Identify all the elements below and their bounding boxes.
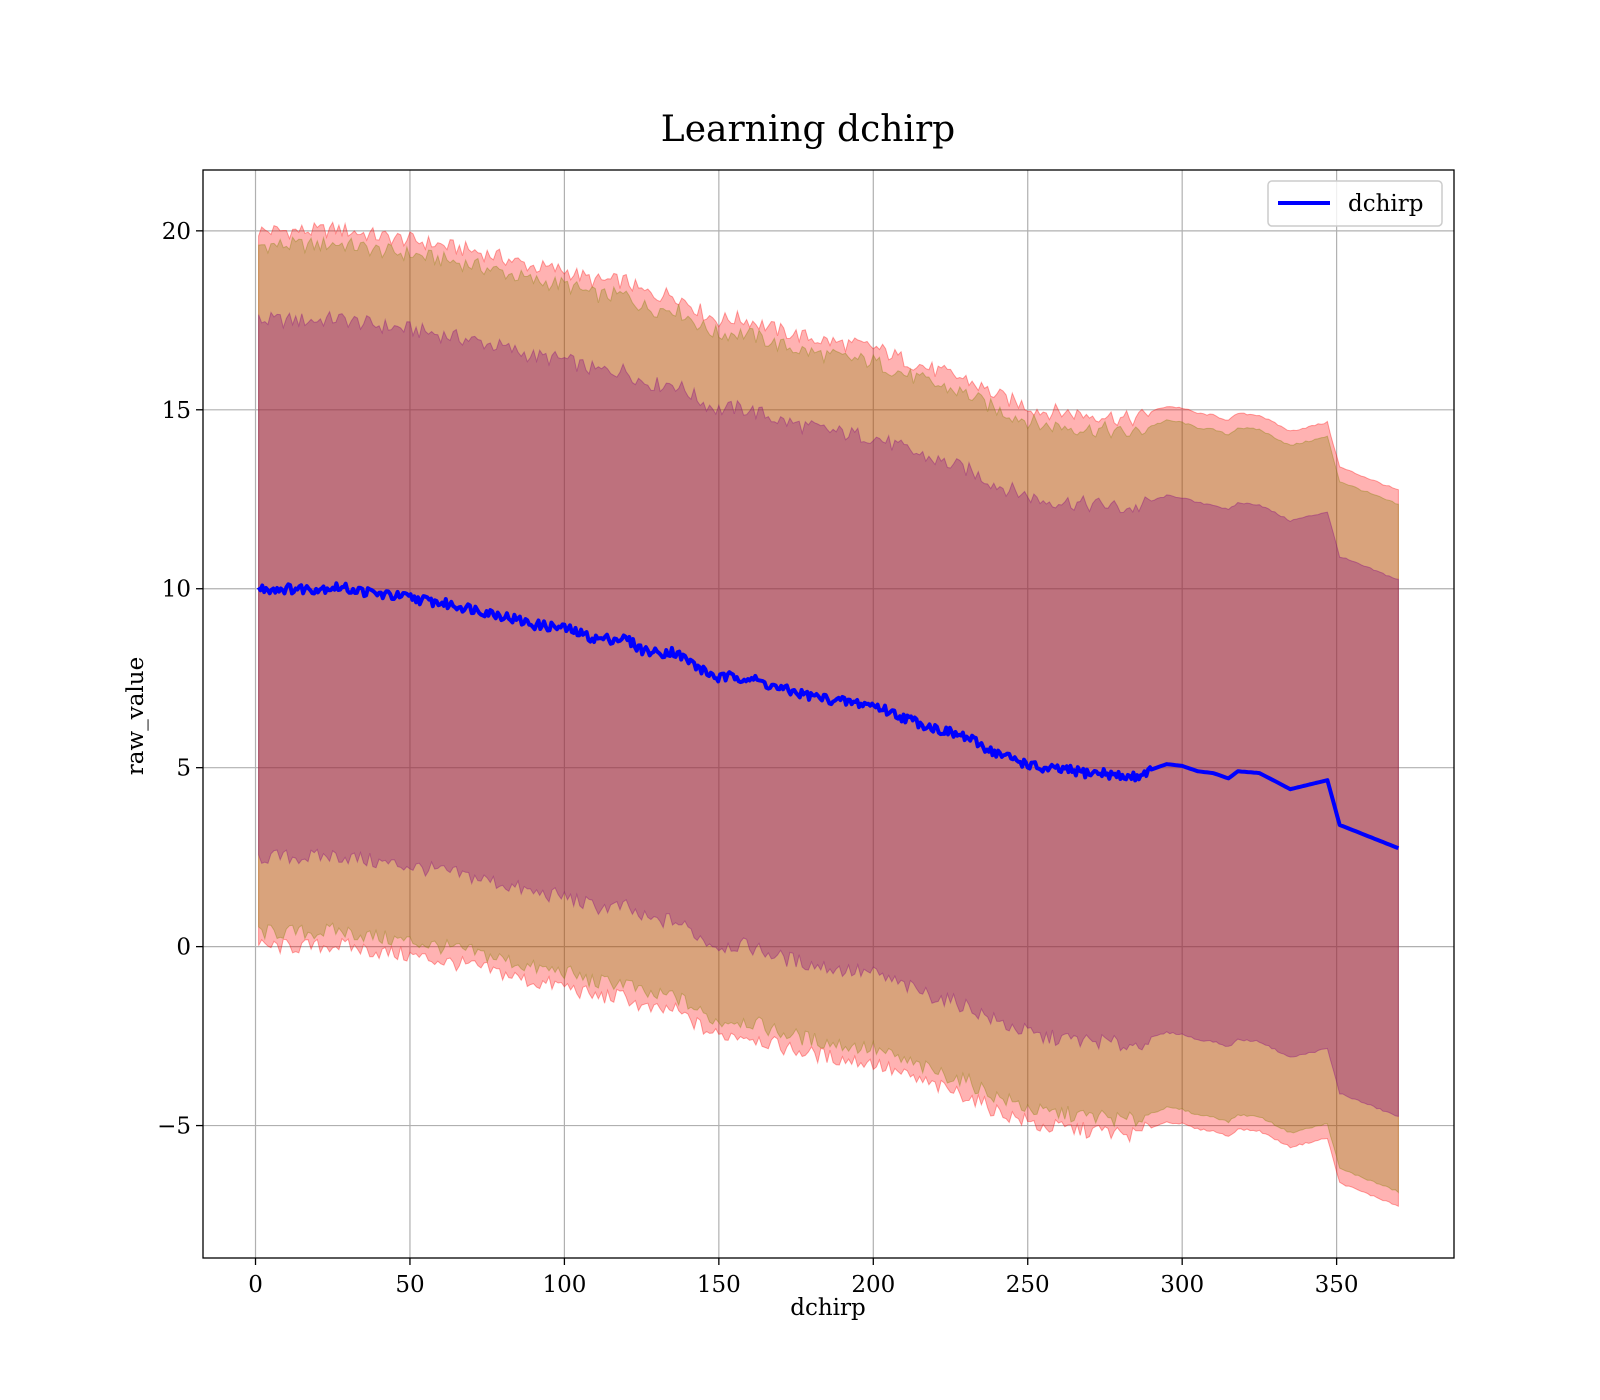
x-tick-label: 150 (697, 1272, 741, 1298)
y-axis-label: raw_value (123, 657, 149, 775)
x-tick-label: 0 (248, 1272, 263, 1298)
x-axis-label: dchirp (790, 1295, 866, 1321)
y-tick-label: 0 (176, 935, 191, 961)
legend-box (1267, 180, 1443, 227)
plot-area: 0 50 100 150 200 250 300 350 −5 0 5 10 15 20 (157, 169, 1455, 1298)
y-tick-label: −5 (157, 1114, 191, 1140)
confidence-band-1 (258, 221, 1399, 1207)
confidence-band-2 (258, 235, 1399, 1194)
x-tick-label: 300 (1160, 1272, 1204, 1298)
y-tick-label: 15 (162, 398, 191, 424)
x-tick-label: 250 (1006, 1272, 1050, 1298)
plot-frame (202, 169, 1455, 1259)
series-line-dchirp (256, 581, 1400, 851)
y-tick-label: 5 (176, 756, 191, 782)
x-tick-label: 100 (542, 1272, 586, 1298)
chart-title: Learning dchirp (661, 109, 955, 150)
legend-label-dchirp: dchirp (1348, 191, 1424, 217)
confidence-band-3 (258, 310, 1399, 1118)
x-tick-label: 350 (1315, 1272, 1359, 1298)
y-tick-label: 20 (162, 219, 191, 245)
y-tick-label: 10 (162, 577, 191, 603)
x-tick-label: 50 (395, 1272, 424, 1298)
x-tick-label: 200 (851, 1272, 895, 1298)
legend: dchirp (1267, 180, 1443, 227)
